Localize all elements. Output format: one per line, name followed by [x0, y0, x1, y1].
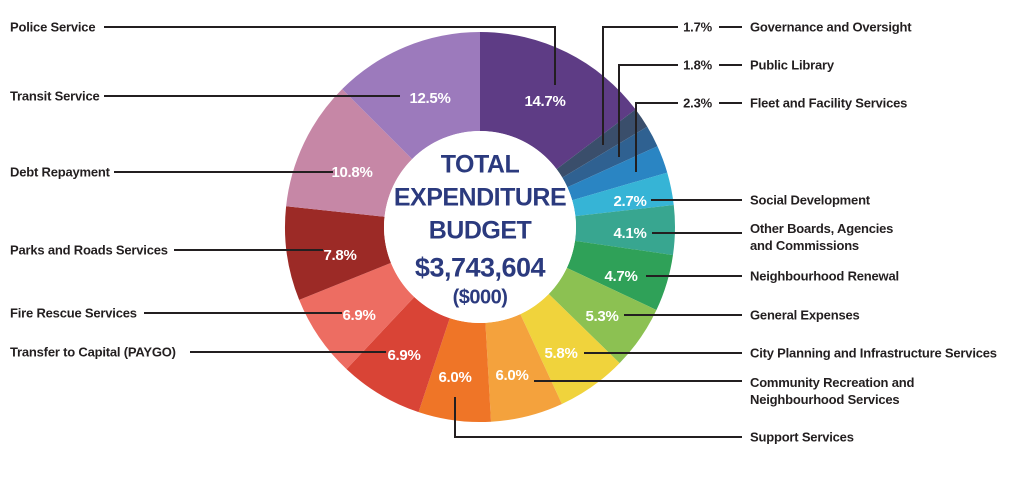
callout-label-transit-service: Transit Service — [10, 88, 100, 104]
callout-label-social-development: Social Development — [750, 192, 870, 208]
slice-percent-governance-and-oversight: 1.7% — [683, 19, 712, 35]
pie-slice-police-service — [480, 32, 636, 170]
pie-slice-fire-rescue-services — [299, 262, 415, 370]
slice-percent-general-expenses: 5.3% — [586, 308, 619, 325]
pie-slice-debt-repayment — [286, 89, 413, 217]
center-title-line-1: TOTAL — [440, 150, 520, 179]
slice-percent-parks-and-roads-services: 7.8% — [324, 247, 357, 264]
slice-percent-fleet-and-facility-services: 2.3% — [683, 95, 712, 111]
center-title-line-3: BUDGET — [428, 216, 532, 245]
callout-label-parks-and-roads-services: Parks and Roads Services — [10, 242, 168, 258]
callout-label-police-service: Police Service — [10, 19, 96, 35]
callout-label-debt-repayment: Debt Repayment — [10, 164, 110, 180]
leader-line-police-service — [104, 26, 556, 85]
pie-slice-transit-service — [342, 32, 480, 160]
slice-percent-fire-rescue-services: 6.9% — [343, 307, 376, 324]
slice-percent-social-development: 2.7% — [614, 193, 647, 210]
center-title-line-2: EXPENDITURE — [393, 183, 567, 212]
slice-percent-community-recreation-and-neighbourhood-services: 6.0% — [496, 367, 529, 384]
pie-slice-general-expenses — [548, 267, 657, 364]
pie-slice-neighbourhood-renewal — [566, 240, 673, 311]
center-total-amount: $3,743,604 — [414, 252, 546, 283]
center-unit-note: ($000) — [452, 286, 508, 309]
slice-percent-city-planning-and-infrastructure-services: 5.8% — [545, 345, 578, 362]
callout-label-fleet-and-facility-services: Fleet and Facility Services — [750, 95, 908, 111]
callout-label-support-services: Support Services — [750, 429, 854, 445]
slice-percent-support-services: 6.0% — [439, 369, 472, 386]
pie-slice-support-services — [418, 318, 492, 423]
pie-slice-social-development — [572, 172, 674, 217]
slice-percent-other-boards-agencies-and-commissions: 4.1% — [614, 225, 647, 242]
slice-percent-public-library: 1.8% — [683, 57, 712, 73]
callout-label-transfer-to-capital-paygo: Transfer to Capital (PAYGO) — [10, 344, 176, 360]
pie-slice-other-boards-agencies-and-commissions — [574, 204, 675, 256]
pie-slice-public-library — [562, 126, 658, 188]
callout-label-neighbourhood-renewal: Neighbourhood Renewal — [750, 268, 899, 284]
leader-line-governance-and-oversight — [602, 26, 678, 145]
pie-slice-governance-and-oversight — [556, 109, 648, 178]
callout-label-community-recreation-and-neighbourhood-services: Community Recreation and Neighbourhood S… — [750, 375, 915, 407]
leader-line-public-library — [618, 64, 678, 157]
callout-label-other-boards-agencies-and-commissions: Other Boards, Agencies and Commissions — [750, 221, 894, 253]
slice-percent-debt-repayment: 10.8% — [331, 164, 372, 181]
donut-center-text: TOTAL EXPENDITURE BUDGET $3,743,604 ($00… — [363, 149, 597, 310]
pie-slice-transfer-to-capital-paygo — [346, 296, 450, 413]
callout-label-public-library: Public Library — [750, 57, 834, 73]
callout-label-governance-and-oversight: Governance and Oversight — [750, 19, 912, 35]
leader-line-support-services — [454, 397, 742, 438]
pie-slice-community-recreation-and-neighbourhood-services — [485, 314, 562, 422]
donut-hole — [384, 131, 576, 323]
slice-percent-transfer-to-capital-paygo: 6.9% — [388, 347, 421, 364]
callout-label-city-planning-and-infrastructure-services: City Planning and Infrastructure Service… — [750, 345, 997, 361]
pie-slice-fleet-and-facility-services — [567, 146, 668, 201]
slice-percent-police-service: 14.7% — [524, 93, 565, 110]
callout-label-general-expenses: General Expenses — [750, 307, 860, 323]
callout-label-fire-rescue-services: Fire Rescue Services — [10, 305, 137, 321]
leader-line-fleet-and-facility-services — [635, 102, 678, 172]
slice-percent-transit-service: 12.5% — [409, 90, 450, 107]
pie-slice-city-planning-and-infrastructure-services — [520, 294, 620, 404]
slice-percent-neighbourhood-renewal: 4.7% — [605, 268, 638, 285]
pie-slice-parks-and-roads-services — [285, 206, 391, 300]
